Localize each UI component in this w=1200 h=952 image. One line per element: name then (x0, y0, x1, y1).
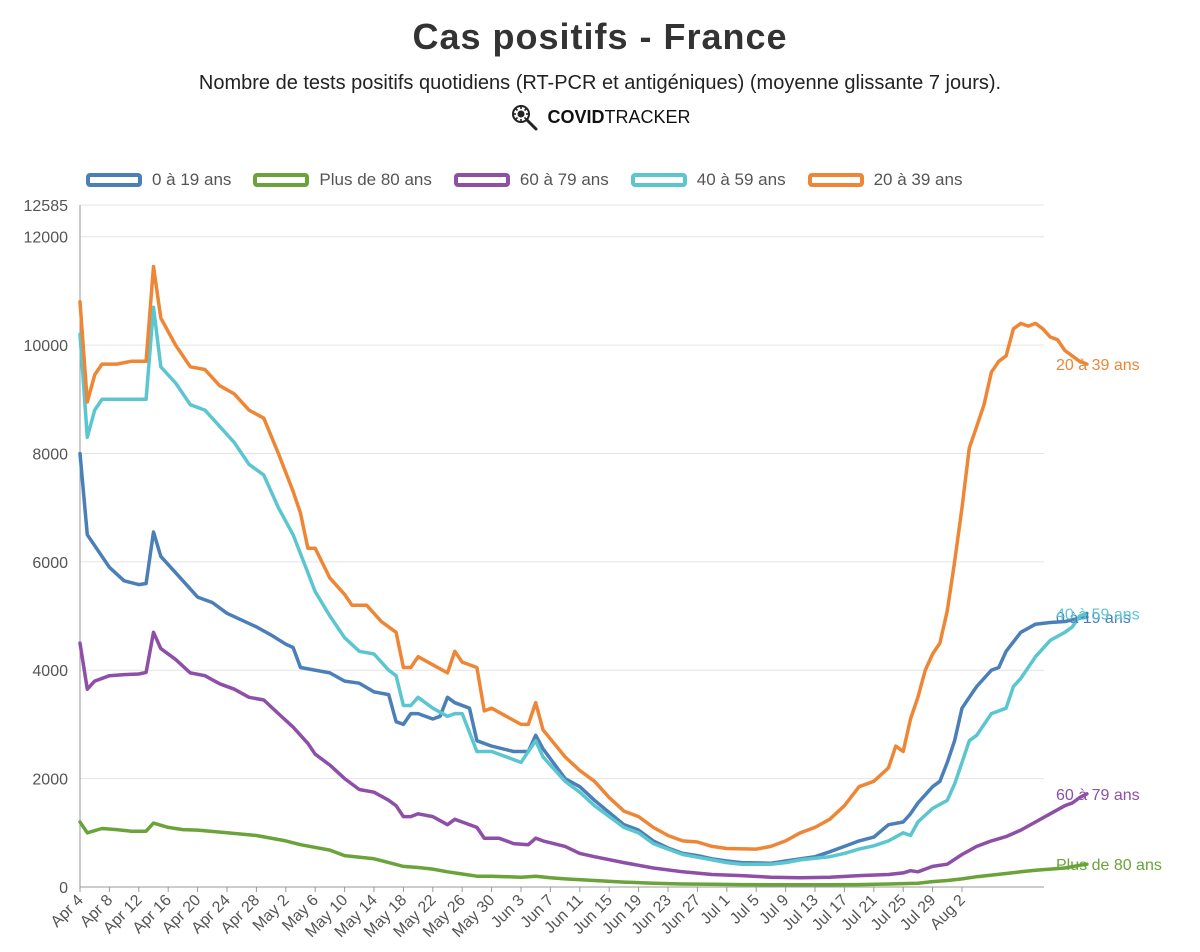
legend-swatch (86, 173, 142, 187)
y-tick-label: 10000 (24, 338, 69, 355)
series-line-0-19-ans (78, 451, 1089, 865)
chart-subtitle: Nombre de tests positifs quotidiens (RT-… (198, 72, 1002, 94)
legend-swatch (453, 173, 510, 187)
legend-label: 0 à 19 ans (152, 170, 232, 189)
y-tick-label: 12585 (24, 198, 69, 215)
virus-magnifier-icon (512, 105, 538, 131)
series-line-plus-de-80-ans (78, 820, 1089, 887)
legend-swatch (807, 173, 864, 187)
x-tick-label: Jul 5 (727, 892, 763, 928)
y-tick-label: 12000 (24, 230, 69, 247)
legend-item[interactable]: 0 à 19 ans (86, 170, 231, 190)
legend-item[interactable]: Plus de 80 ans (253, 170, 432, 190)
y-tick-label: 2000 (32, 772, 68, 789)
brand-name: COVIDTRACKER (547, 106, 691, 127)
legend-label: 40 à 59 ans (696, 170, 786, 189)
series-line-20-39-ans (78, 264, 1089, 851)
series-end-label: 40 à 59 ans (1056, 606, 1140, 623)
legend-swatch (630, 173, 687, 187)
x-tick-label: Apr 4 (48, 892, 87, 931)
legend-label: 20 à 39 ans (873, 170, 963, 189)
series-line-60-79-ans (78, 630, 1089, 880)
series-end-label: 60 à 79 ans (1056, 787, 1140, 804)
series-end-label: 20 à 39 ans (1056, 357, 1140, 374)
legend-label: Plus de 80 ans (319, 170, 432, 189)
legend-item[interactable]: 20 à 39 ans (807, 170, 963, 190)
chart-title: Cas positifs - France (412, 16, 788, 57)
chart-legend: 0 à 19 ans Plus de 80 ans 60 à 79 ans 40 à … (86, 170, 962, 190)
legend-item[interactable]: 40 à 59 ans (630, 170, 786, 190)
legend-item[interactable]: 60 à 79 ans (453, 170, 609, 190)
legend-label: 60 à 79 ans (519, 170, 609, 189)
y-tick-label: 0 (59, 880, 68, 897)
y-tick-label: 4000 (32, 663, 68, 680)
series-end-label: Plus de 80 ans (1056, 857, 1162, 874)
legend-swatch (253, 173, 310, 187)
y-tick-label: 8000 (32, 446, 68, 463)
series-end-label: 0 à 19 ans (1056, 610, 1131, 627)
brand-logo: COVIDTRACKER (0, 102, 1200, 137)
series-line-40-59-ans (78, 305, 1089, 866)
y-tick-label: 6000 (32, 555, 68, 572)
x-tick-label: Jun 3 (488, 892, 528, 932)
x-tick-label: Jul 1 (698, 892, 734, 928)
